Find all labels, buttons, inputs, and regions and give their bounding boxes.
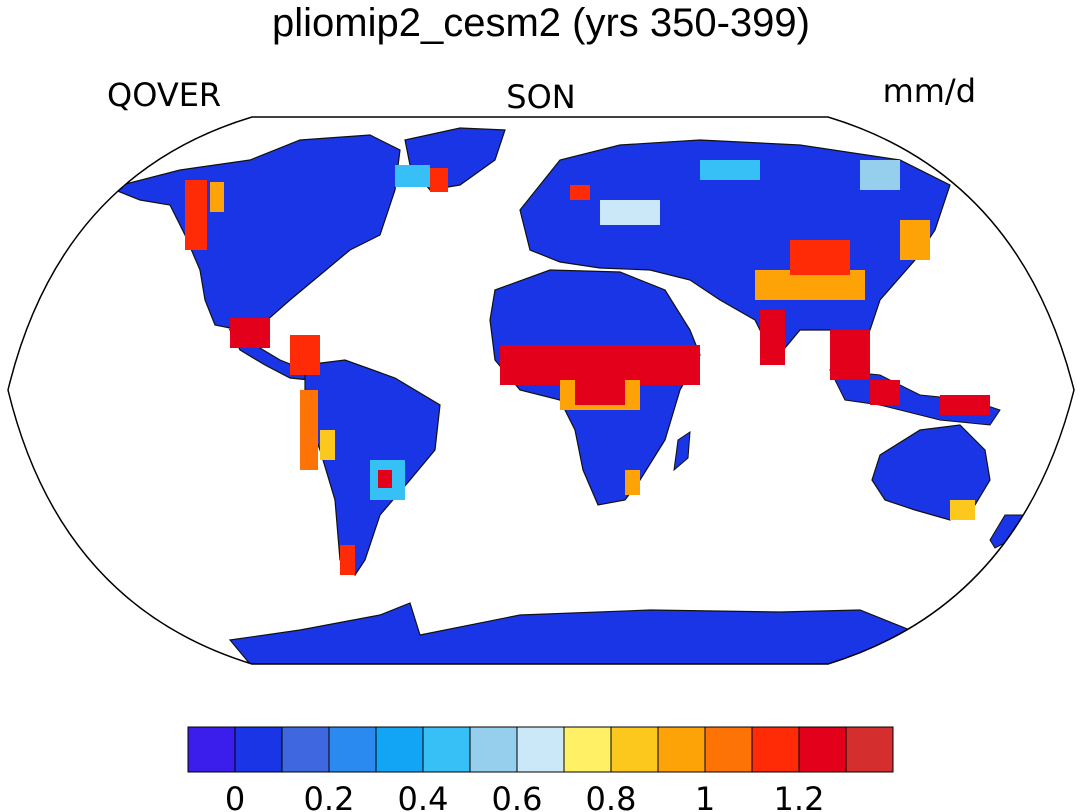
colorbar-swatch <box>375 726 424 773</box>
variable-label: QOVER <box>107 76 221 114</box>
colorbar-tick-label: 1.2 <box>774 780 825 812</box>
colorbar-tick-label: 1 <box>695 780 715 812</box>
land-madagascar <box>673 431 691 472</box>
world-map <box>8 117 1074 664</box>
map-frame <box>7 116 1075 665</box>
colorbar-swatch <box>563 726 612 773</box>
colorbar-tick-labels: 0 0.2 0.4 0.6 0.8 1 1.2 <box>225 780 825 812</box>
colorbar-swatch <box>328 726 377 773</box>
colorbar-tick-label: 0.6 <box>492 780 543 812</box>
colorbar <box>187 726 894 773</box>
colorbar-swatch <box>751 726 800 773</box>
plot-title: pliomip2_cesm2 (yrs 350-399) <box>272 1 810 45</box>
colorbar-swatch <box>798 726 847 773</box>
colorbar-swatch <box>610 726 659 773</box>
season-label: SON <box>506 78 575 116</box>
units-label: mm/d <box>883 72 976 110</box>
hotspots <box>185 160 990 575</box>
colorbar-tick-label: 0 <box>225 780 245 812</box>
colorbar-swatch <box>657 726 706 773</box>
colorbar-swatch <box>422 726 471 773</box>
colorbar-swatch <box>187 726 236 773</box>
colorbar-swatch <box>234 726 283 773</box>
colorbar-swatch <box>704 726 753 773</box>
colorbar-swatch <box>469 726 518 773</box>
colorbar-swatch <box>845 726 894 773</box>
colorbar-tick-label: 0.4 <box>398 780 449 812</box>
colorbar-tick-label: 0.2 <box>304 780 355 812</box>
colorbar-swatch <box>281 726 330 773</box>
colorbar-swatch <box>516 726 565 773</box>
colorbar-tick-label: 0.8 <box>586 780 637 812</box>
